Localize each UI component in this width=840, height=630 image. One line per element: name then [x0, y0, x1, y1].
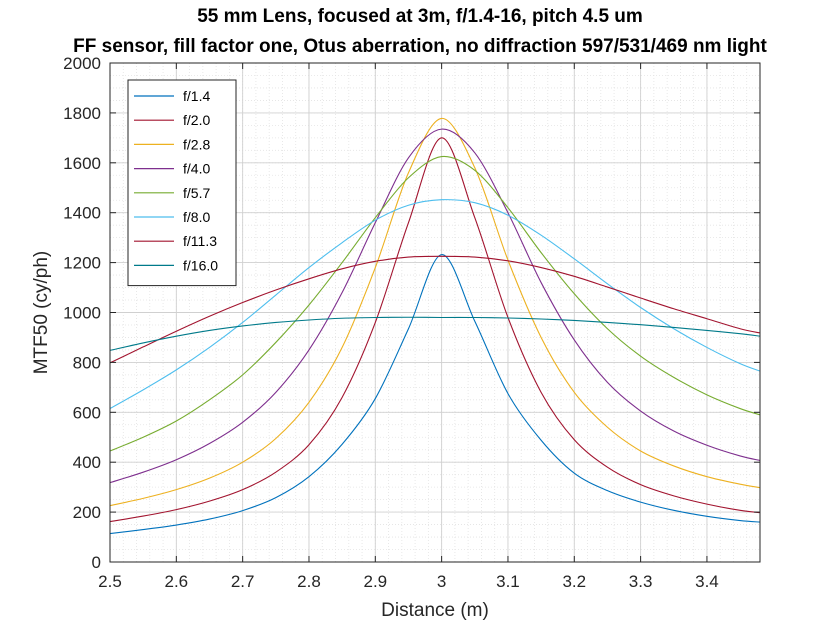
legend-label: f/11.3	[183, 233, 217, 249]
x-tick-label: 3	[437, 572, 446, 591]
series-line-f-2-8	[110, 117, 760, 507]
x-tick-label: 2.5	[98, 572, 122, 591]
x-tick-label: 2.8	[297, 572, 321, 591]
legend-box	[127, 79, 237, 287]
x-tick-label: 2.6	[165, 572, 189, 591]
chart-title: 55 mm Lens, focused at 3m, f/1.4-16, pit…	[197, 6, 643, 27]
y-tick-label: 0	[92, 553, 101, 572]
y-axis-label: MTF50 (cy/ph)	[31, 251, 52, 375]
x-tick-label: 3.4	[695, 572, 719, 591]
y-tick-label: 1000	[63, 304, 101, 323]
y-tick-label: 200	[73, 503, 101, 522]
x-tick-label: 3.1	[496, 572, 520, 591]
legend: f/1.4 f/2.0 f/2.8 f/4.0 f/5.7 f/8.0 f/11.3 f/16…	[127, 79, 237, 287]
series-line-f-16-0	[110, 316, 760, 351]
chart-subtitle: FF sensor, fill factor one, Otus aberrat…	[73, 36, 767, 57]
legend-label: f/4.0	[183, 161, 210, 177]
legend-label: f/1.4	[183, 88, 210, 104]
legend-label: f/16.0	[183, 257, 218, 273]
series-line-f-2-0	[110, 137, 760, 523]
y-tick-label: 600	[73, 403, 101, 422]
y-tick-label: 400	[73, 453, 101, 472]
x-axis-label: Distance (m)	[381, 600, 489, 621]
series-layer	[110, 117, 760, 535]
legend-label: f/2.0	[183, 112, 210, 128]
y-tick-label: 1400	[63, 204, 101, 223]
y-tick-label: 1800	[63, 104, 101, 123]
x-tick-label: 3.2	[562, 572, 586, 591]
y-tick-label: 2000	[63, 54, 101, 73]
legend-label: f/2.8	[183, 136, 210, 152]
series-line-f-5-7	[110, 155, 760, 452]
series-line-f-1-4	[110, 254, 760, 535]
x-tick-label: 3.3	[629, 572, 653, 591]
y-tick-label: 800	[73, 353, 101, 372]
series-line-f-8-0	[110, 199, 760, 410]
legend-label: f/5.7	[183, 185, 210, 201]
legend-label: f/8.0	[183, 209, 210, 225]
y-tick-label: 1200	[63, 254, 101, 273]
x-tick-label: 2.7	[231, 572, 255, 591]
x-tick-label: 2.9	[363, 572, 387, 591]
series-line-f-4-0	[110, 128, 760, 484]
tick-layer: 2.5 2.6 2.7 2.8 2.9 3 3.1 3.2 3.3 3.4 0 200 400 600 80…	[63, 54, 760, 591]
y-tick-label: 1600	[63, 154, 101, 173]
series-line-f-11-3	[110, 255, 760, 364]
